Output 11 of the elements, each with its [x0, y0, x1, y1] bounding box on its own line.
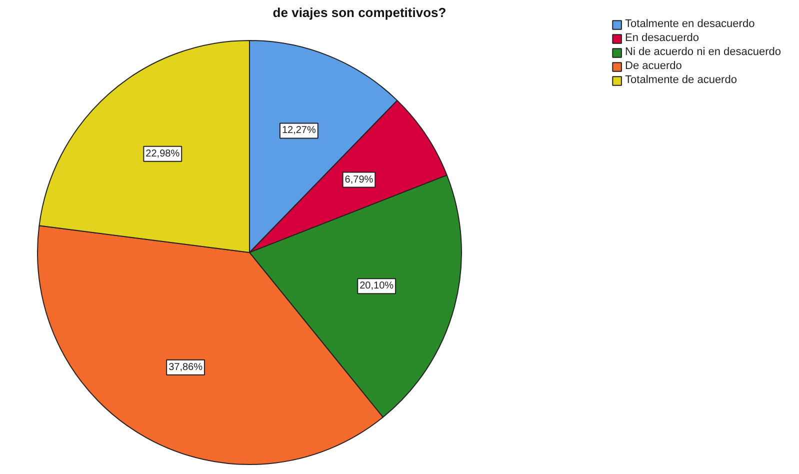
data-label: 6,79%	[344, 174, 374, 186]
legend-label: De acuerdo	[625, 60, 682, 72]
legend-label: En desacuerdo	[625, 32, 700, 44]
data-label: 22,98%	[146, 148, 180, 160]
data-label: 20,10%	[360, 280, 394, 292]
chart-title: de viajes son competitivos?	[272, 5, 446, 20]
legend-label: Ni de acuerdo ni en desacuerdo	[625, 46, 781, 58]
legend-label: Totalmente de acuerdo	[625, 74, 737, 86]
data-label: 12,27%	[282, 125, 316, 136]
data-label: 37,86%	[168, 362, 203, 373]
legend-label: Totalmente en desacuerdo	[625, 18, 755, 30]
